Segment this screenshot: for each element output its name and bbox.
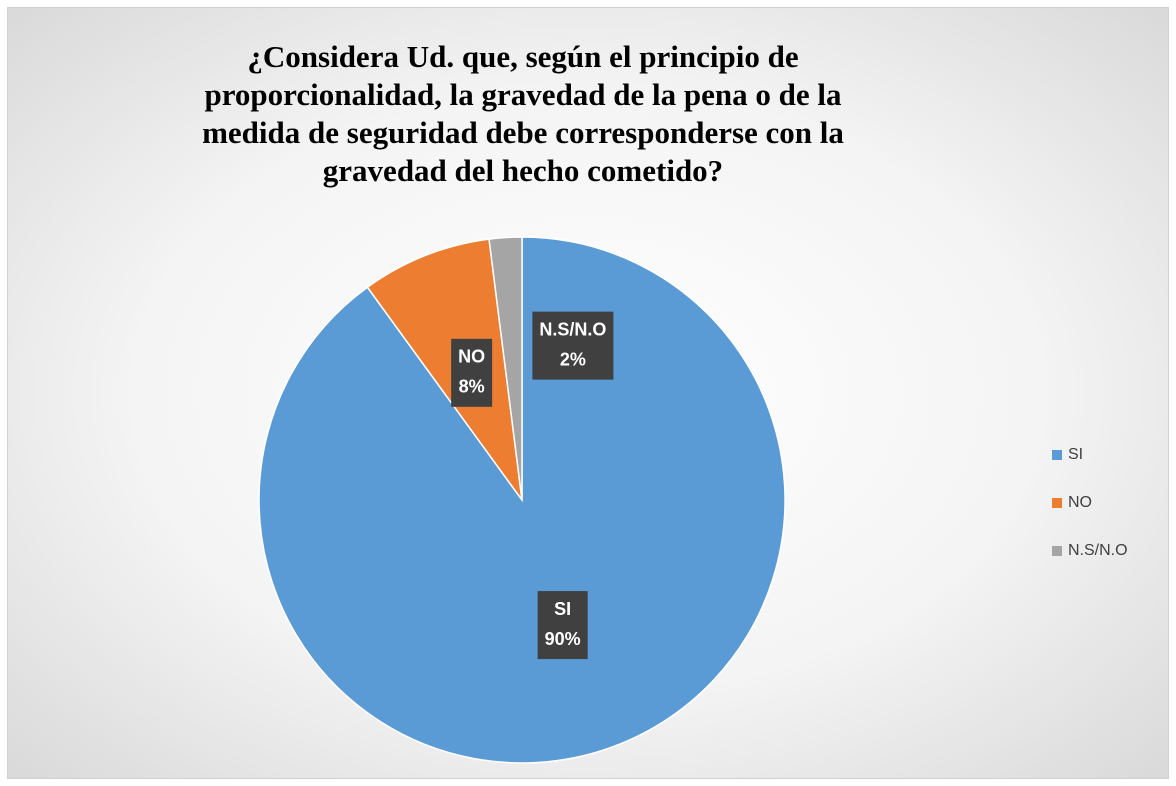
pie-slice bbox=[488, 236, 523, 501]
data-label: SI 90% bbox=[537, 591, 588, 660]
data-label-value: 8% bbox=[459, 377, 485, 397]
data-label-category: N.S/N.O bbox=[539, 319, 606, 339]
data-label-box bbox=[532, 311, 614, 380]
data-label-category: NO bbox=[458, 347, 485, 367]
data-label-value: 90% bbox=[545, 629, 581, 649]
data-label-category: SI bbox=[554, 599, 571, 619]
legend-swatch bbox=[1052, 498, 1062, 508]
data-label-box bbox=[537, 591, 588, 660]
data-label-value: 2% bbox=[560, 349, 586, 369]
pie-slice bbox=[366, 238, 523, 501]
legend-swatch bbox=[1052, 546, 1062, 556]
legend-label: SI bbox=[1068, 446, 1083, 463]
data-label: NO 8% bbox=[451, 338, 493, 407]
legend-label: NO bbox=[1068, 494, 1092, 511]
chart-title: ¿Considera Ud. que, según el principio d… bbox=[202, 39, 844, 188]
data-label-box bbox=[451, 338, 493, 407]
legend-swatch bbox=[1052, 450, 1062, 460]
legend-label: N.S/N.O bbox=[1068, 542, 1128, 559]
data-label: N.S/N.O 2% bbox=[532, 311, 614, 380]
